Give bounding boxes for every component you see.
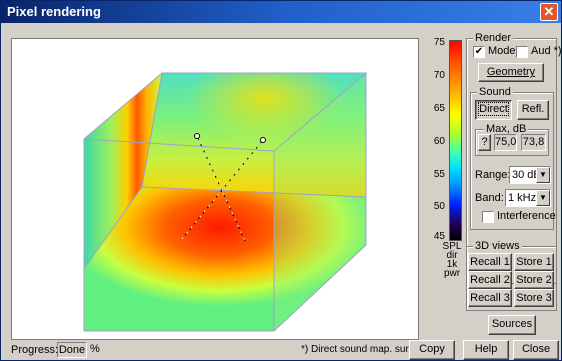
render-viewport[interactable] bbox=[11, 38, 419, 340]
recall-1-label: Recall 1 bbox=[470, 256, 510, 268]
max-db-title: Max, dB bbox=[484, 123, 529, 135]
recall-1-button[interactable]: Recall 1 bbox=[468, 253, 512, 271]
store-2-button[interactable]: Store 2 bbox=[514, 271, 554, 289]
source-marker[interactable] bbox=[194, 133, 200, 139]
band-select[interactable]: 1 kHz ▼ bbox=[505, 189, 551, 207]
range-label: Range: bbox=[475, 169, 511, 181]
3d-views-title: 3D views bbox=[473, 240, 522, 252]
status-bar: Progress: Done % *) Direct sound map. su… bbox=[1, 340, 561, 361]
progress-label: Progress: bbox=[11, 344, 59, 356]
sources-button[interactable]: Sources bbox=[488, 315, 536, 335]
range-value: 30 dB bbox=[512, 169, 541, 181]
source-marker[interactable] bbox=[260, 137, 266, 143]
sound-group: Sound bbox=[470, 86, 554, 230]
max-value-1: 75,0 bbox=[494, 134, 517, 151]
refl-button-label: Refl. bbox=[521, 103, 545, 115]
colorbar-legend-line: 1k bbox=[446, 259, 458, 270]
model-checkbox[interactable]: ✔ bbox=[473, 46, 485, 58]
colorbar-tick: 65 bbox=[433, 103, 445, 114]
store-3-button[interactable]: Store 3 bbox=[514, 289, 554, 307]
colorbar-legend-line: dir bbox=[446, 250, 458, 261]
max-help-label: ? bbox=[481, 136, 488, 148]
colorbar-tick: 50 bbox=[433, 201, 445, 212]
range-select[interactable]: 30 dB ▼ bbox=[509, 166, 551, 184]
recall-3-button[interactable]: Recall 3 bbox=[468, 289, 512, 307]
sources-button-label: Sources bbox=[491, 318, 533, 330]
direct-button[interactable]: Direct bbox=[475, 100, 512, 120]
aud-checkbox[interactable] bbox=[516, 46, 528, 58]
store-2-label: Store 2 bbox=[516, 274, 552, 286]
max-help-button[interactable]: ? bbox=[478, 134, 491, 151]
copy-button-label: Copy bbox=[419, 343, 445, 355]
close-button[interactable]: Close bbox=[513, 340, 559, 360]
progress-unit: % bbox=[90, 343, 100, 355]
direct-button-label: Direct bbox=[478, 102, 509, 116]
aud-label: Aud *) bbox=[531, 45, 562, 57]
recall-2-button[interactable]: Recall 2 bbox=[468, 271, 512, 289]
store-3-label: Store 3 bbox=[516, 292, 552, 304]
store-1-label: Store 1 bbox=[516, 256, 552, 268]
geometry-button[interactable]: Geometry bbox=[478, 63, 544, 82]
colorbar-legend-line: pwr bbox=[443, 268, 461, 279]
colorbar-legend-line: SPL bbox=[442, 241, 462, 252]
colorbar-legend: SPL dir 1k pwr bbox=[437, 241, 467, 279]
refl-button[interactable]: Refl. bbox=[517, 100, 549, 120]
max-db-group: Max, dB bbox=[475, 123, 549, 156]
interference-label: Interference bbox=[497, 210, 556, 222]
close-button-label: Close bbox=[521, 343, 551, 355]
sound-group-title: Sound bbox=[477, 86, 513, 98]
colorbar-tick: 75 bbox=[433, 37, 445, 48]
title-bar[interactable]: Pixel rendering ✕ bbox=[1, 1, 561, 23]
direct-sound-note: *) Direct sound map. surf. bbox=[301, 344, 415, 355]
chevron-down-icon[interactable]: ▼ bbox=[536, 167, 550, 183]
colorbar-tick: 70 bbox=[433, 70, 445, 81]
close-icon[interactable]: ✕ bbox=[540, 3, 558, 21]
help-button[interactable]: Help bbox=[463, 340, 509, 360]
recall-3-label: Recall 3 bbox=[470, 292, 510, 304]
max-value-2: 73,8 bbox=[521, 134, 546, 151]
help-button-label: Help bbox=[474, 343, 498, 355]
store-1-button[interactable]: Store 1 bbox=[514, 253, 554, 271]
colorbar-tick: 55 bbox=[433, 169, 445, 180]
window-title: Pixel rendering bbox=[7, 4, 101, 19]
3d-views-group: 3D views bbox=[466, 240, 557, 311]
recall-2-label: Recall 2 bbox=[470, 274, 510, 286]
colorbar-tick: 45 bbox=[433, 231, 445, 242]
copy-button[interactable]: Copy bbox=[409, 340, 455, 360]
band-label: Band: bbox=[475, 192, 504, 204]
model-label: Model bbox=[488, 45, 518, 57]
interference-checkbox[interactable] bbox=[482, 211, 494, 223]
geometry-button-label: Geometry bbox=[486, 66, 536, 78]
spl-colorbar bbox=[449, 40, 462, 241]
band-value: 1 kHz bbox=[508, 192, 537, 204]
room-render bbox=[83, 72, 368, 332]
colorbar-tick: 60 bbox=[433, 136, 445, 147]
render-group-title: Render bbox=[473, 32, 514, 44]
progress-value: Done bbox=[57, 342, 87, 358]
chevron-down-icon[interactable]: ▼ bbox=[536, 190, 550, 206]
